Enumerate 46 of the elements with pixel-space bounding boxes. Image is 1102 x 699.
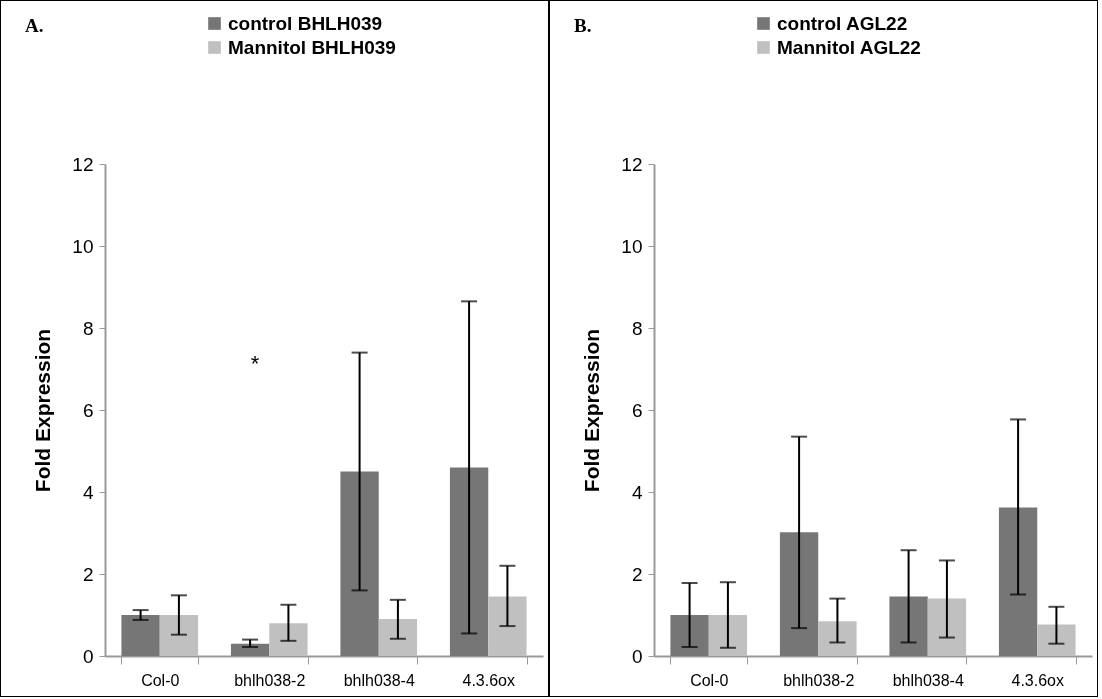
bar xyxy=(998,507,1038,656)
y-tick-label: 0 xyxy=(631,645,643,667)
bar xyxy=(818,621,857,656)
chart-title: A. xyxy=(25,15,44,36)
bar xyxy=(708,615,748,656)
x-tick-label: Col-0 xyxy=(141,671,180,689)
x-tick-label: bhlh038-2 xyxy=(783,671,855,689)
y-tick-label: 6 xyxy=(82,399,94,421)
x-tick-label: 4.3.6ox xyxy=(1011,671,1064,689)
y-tick-label: 4 xyxy=(631,481,643,503)
bar xyxy=(779,532,819,656)
legend-label: control AGL22 xyxy=(777,12,908,34)
legend-label: Mannitol AGL22 xyxy=(777,36,921,58)
y-tick-label: 6 xyxy=(631,399,643,421)
x-tick-label: bhlh038-2 xyxy=(234,671,306,689)
bar xyxy=(488,596,527,656)
y-tick-label: 2 xyxy=(631,563,643,585)
y-tick-label: 0 xyxy=(82,645,94,667)
legend-label: Mannitol BHLH039 xyxy=(228,36,396,58)
x-tick-label: bhlh038-4 xyxy=(343,671,415,689)
annotation: * xyxy=(250,351,260,376)
legend-label: control BHLH039 xyxy=(228,12,383,34)
bar xyxy=(1037,624,1076,656)
bar xyxy=(378,619,418,656)
bar xyxy=(269,623,308,656)
y-tick-label: 8 xyxy=(82,317,94,339)
bar xyxy=(449,467,489,656)
bar xyxy=(121,615,160,656)
y-axis-title: Fold Expression xyxy=(31,328,55,493)
bar xyxy=(159,615,199,656)
bar xyxy=(927,598,967,656)
y-tick-label: 8 xyxy=(631,317,643,339)
bar xyxy=(670,615,709,656)
y-tick-label: 2 xyxy=(82,563,94,585)
y-tick-label: 12 xyxy=(621,153,643,175)
y-tick-label: 12 xyxy=(72,153,94,175)
bar xyxy=(889,596,928,656)
y-axis-title: Fold Expression xyxy=(580,328,604,493)
bar xyxy=(340,471,379,656)
y-tick-label: 10 xyxy=(621,235,643,257)
x-tick-label: bhlh038-4 xyxy=(892,671,964,689)
x-tick-label: Col-0 xyxy=(690,671,729,689)
chart-title: B. xyxy=(574,15,592,36)
y-tick-label: 4 xyxy=(82,481,94,503)
x-tick-label: 4.3.6ox xyxy=(462,671,515,689)
y-tick-label: 10 xyxy=(72,235,94,257)
